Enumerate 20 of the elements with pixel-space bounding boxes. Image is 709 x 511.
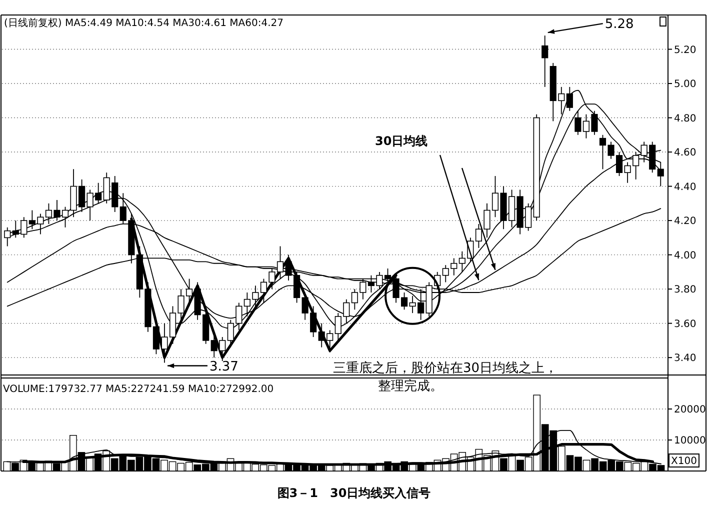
text: X100 xyxy=(671,456,697,467)
annotation: 30日均线 xyxy=(375,134,428,148)
caption: 图3－1 30日均线买入信号 xyxy=(277,486,431,500)
y-tick-label: 4.80 xyxy=(674,113,696,124)
y-tick-label: 5.20 xyxy=(674,44,696,56)
annotation: 5.28 xyxy=(604,17,634,32)
annotation: 三重底之后，股价站在30日均线之上，整理完成。 xyxy=(333,361,558,394)
y-tick-label: 4.20 xyxy=(674,216,696,228)
y-tick-label: 5.00 xyxy=(674,79,696,90)
annotation: 3.37 xyxy=(209,359,238,374)
y-tick-label: 3.40 xyxy=(674,353,696,364)
y-tick-label: 10000 xyxy=(674,436,706,446)
y-tick-label: 4.60 xyxy=(674,148,696,159)
y-tick-label: 3.80 xyxy=(674,284,696,296)
y-tick-label: 4.40 xyxy=(674,182,696,193)
y-tick-label: 20000 xyxy=(674,404,706,416)
annotation: (日线前复权) MA5:4.49 MA10:4.54 MA30:4.61 MA60:4.27 xyxy=(4,17,284,29)
y-tick-label: 4.00 xyxy=(674,250,696,262)
annotation: VOLUME:179732.77 MA5:227241.59 MA10:272992.00 xyxy=(3,384,274,395)
y-tick-label: 3.60 xyxy=(674,318,696,330)
